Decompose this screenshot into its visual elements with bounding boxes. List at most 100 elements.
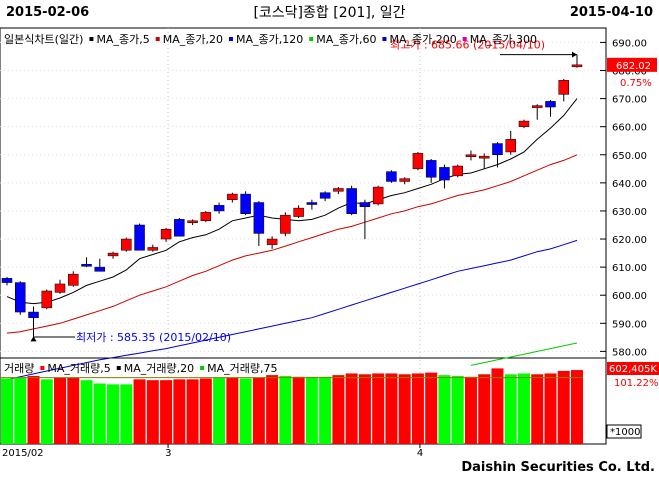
y-tick-label: 600.00 (612, 291, 647, 302)
high-price-arrowhead (572, 51, 577, 58)
candle-body (439, 167, 450, 181)
chart-title: [코스닥]종합 [201], 일간 (253, 5, 406, 21)
legend-swatch (309, 37, 314, 41)
volume-bar (451, 375, 464, 444)
volume-bar (398, 374, 411, 444)
legend-swatch (155, 37, 160, 41)
candle-body (531, 105, 543, 108)
legend-swatch (382, 37, 387, 41)
volume-bar (319, 376, 332, 444)
volume-bar (120, 384, 133, 444)
volume-bar (531, 374, 544, 444)
candle-body (253, 202, 265, 234)
unit-box (606, 424, 642, 439)
last-volume-label: 602,405K (609, 364, 657, 375)
volume-bar (54, 377, 67, 444)
volume-bar (279, 375, 292, 444)
candle-body (94, 266, 106, 272)
volume-bar (425, 372, 438, 444)
legend-swatch (228, 37, 233, 41)
x-tick-label: 4 (417, 448, 423, 459)
legend-swatch (200, 366, 205, 370)
volume-bar (464, 376, 477, 444)
candle-body (200, 212, 212, 222)
volume-bar (504, 374, 517, 444)
volume-bar (478, 374, 491, 444)
volume-bar (93, 383, 106, 444)
candle-body (478, 155, 490, 159)
volume-bar (199, 378, 212, 444)
low-price-annotation: 최저가 : 585.35 (2015/02/10) (76, 331, 231, 344)
candle-body (1, 278, 13, 283)
low-price-arrowhead (30, 336, 37, 342)
volume-legend-item: MA_거래량,20 (124, 362, 194, 375)
legend-item: 일본식차트(일간) (4, 32, 83, 46)
footer-company: Daishin Securities Co. Ltd. (461, 460, 655, 475)
volume-bar (67, 377, 80, 444)
candle-body (174, 219, 185, 237)
volume-bar (14, 377, 27, 444)
candle-body (147, 247, 159, 251)
candle-body (306, 202, 318, 205)
candle-body (121, 238, 132, 251)
candle-body (107, 252, 119, 257)
candle-body (359, 202, 371, 207)
y-tick-label: 610.00 (612, 263, 647, 274)
y-tick-label: 680.00 (612, 67, 647, 78)
x-tick-label: 3 (165, 448, 171, 459)
legend-item: MA_종가,200 (389, 33, 456, 46)
end-date: 2015-04-10 (569, 5, 653, 20)
last-change-label: 0.75% (620, 78, 652, 89)
ma5-line (6, 98, 578, 305)
candle-body (227, 193, 238, 200)
candle-body (54, 283, 66, 293)
volume-change-label: 101.22% (614, 378, 659, 389)
volume-bar (266, 375, 279, 444)
volume-bar (186, 379, 199, 444)
volume-legend-item: MA_거래량,5 (47, 362, 110, 375)
candle-body (492, 143, 503, 156)
volume-bar (80, 380, 93, 444)
volume-bar (345, 373, 358, 444)
candle-body (465, 154, 477, 158)
legend-swatch (116, 366, 121, 370)
legend-swatch (462, 37, 467, 41)
volume-bar (252, 377, 265, 444)
candle-body (518, 120, 530, 127)
volume-legend-item: MA_거래량,75 (207, 362, 277, 375)
y-tick-label: 590.00 (612, 319, 647, 330)
candle-body (266, 238, 278, 245)
y-tick-label: 630.00 (612, 207, 647, 218)
y-tick-label: 640.00 (612, 179, 647, 190)
unit-label: *1000 (610, 427, 640, 438)
volume-bar (517, 373, 530, 444)
volume-bar (358, 374, 371, 444)
high-price-annotation: 최고가 : 685.66 (2015/04/10) (390, 39, 545, 52)
last-price-badge (607, 57, 657, 72)
last-volume-badge (607, 362, 659, 375)
volume-bar (411, 373, 424, 444)
candle-body (68, 273, 79, 286)
legend-swatch (40, 366, 45, 370)
volume-legend-item: 거래량 (4, 362, 34, 375)
ma120-line (6, 239, 578, 380)
candle-body (213, 205, 225, 212)
y-tick-label: 580.00 (612, 347, 647, 358)
candle-body (425, 160, 437, 178)
volume-bar (372, 373, 385, 444)
y-tick-label: 670.00 (612, 95, 647, 106)
volume-bar (544, 373, 557, 444)
candle-body (412, 153, 424, 170)
legend-item: MA_종가,60 (316, 33, 376, 46)
candle-body (81, 264, 92, 267)
volume-bar (107, 384, 120, 444)
candle-body (346, 188, 357, 215)
candle-body (134, 224, 145, 251)
candle-body (240, 193, 251, 215)
volume-bar (1, 378, 13, 444)
candle-body (160, 228, 172, 240)
candle-body (372, 186, 384, 205)
y-tick-label: 660.00 (612, 123, 647, 134)
y-tick-label: 650.00 (612, 151, 647, 162)
